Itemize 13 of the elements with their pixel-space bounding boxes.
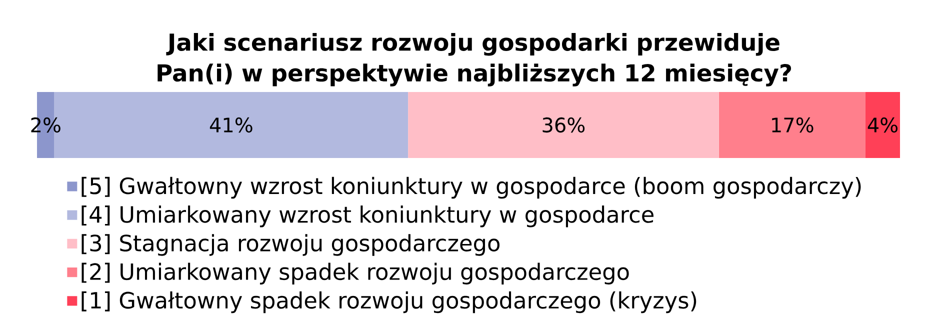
bar [865, 92, 900, 158]
data-label: 4% [868, 117, 898, 133]
bar [408, 92, 719, 158]
legend-label: [5] Gwałtowny wzrost koniunktury w gospodarce (boom gospodarczy) [82, 176, 861, 199]
data-label: 36% [542, 117, 585, 133]
legend-label: [4] Umiarkowany wzrost koniunktury w gospodarce [82, 206, 654, 228]
chart-title: Jaki scenariusz rozwoju gospodarki przewiduje Pan(i) w perspektywie najbliższych 12 miesięcy? [158, 32, 792, 86]
legend-label: [1] Gwałtowny spadek rozwoju gospodarczego (kryzys) [82, 291, 696, 314]
legend-label: [2] Umiarkowany spadek rozwoju gospodarczego [82, 262, 629, 284]
data-label: 41% [210, 117, 252, 133]
legend-label: [3] Stagnacja rozwoju gospodarczego [82, 234, 500, 256]
bar [718, 92, 866, 158]
data-label: 17% [772, 117, 814, 133]
